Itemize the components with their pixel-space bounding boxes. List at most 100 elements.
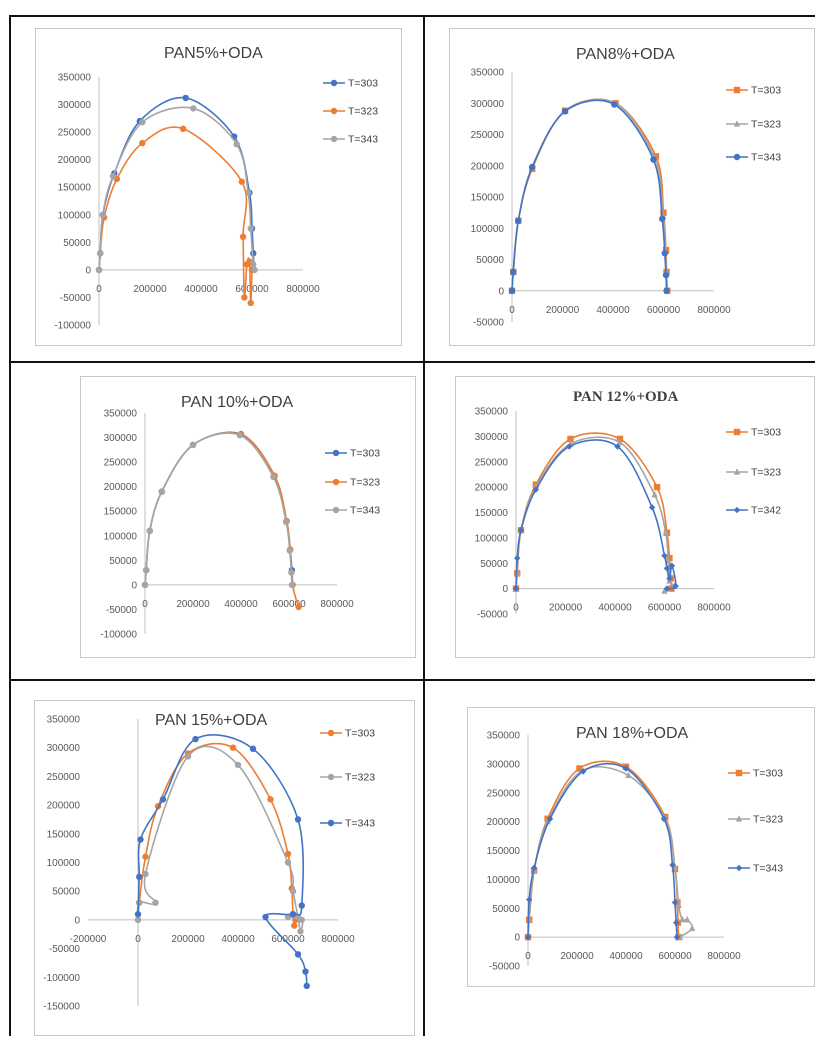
data-point: [662, 271, 670, 279]
data-point: [611, 101, 618, 108]
data-point: [267, 796, 274, 803]
chart-title: PAN 10%+ODA: [181, 394, 294, 411]
data-point: [659, 215, 666, 223]
x-tick-label: 400000: [609, 951, 643, 962]
data-point: [109, 173, 117, 180]
y-tick-label: 250000: [475, 457, 509, 468]
data-point: [249, 745, 257, 753]
data-point: [247, 225, 254, 232]
data-point: [648, 504, 656, 511]
y-tick-label: 250000: [58, 128, 92, 139]
data-point: [288, 569, 295, 576]
legend-label: T=303: [345, 728, 375, 740]
data-point: [136, 873, 143, 881]
data-point: [524, 933, 532, 941]
chart-panel-pan10: PAN 10%+ODA 350000 300000 250000 200000 1500…: [80, 376, 416, 658]
legend-label: T=343: [753, 863, 783, 875]
y-tick-label: -100000: [54, 321, 91, 332]
data-point: [294, 816, 302, 823]
data-point: [97, 250, 104, 257]
data-point: [182, 94, 189, 102]
x-tick-label: 200000: [171, 934, 205, 945]
series-line: [137, 742, 297, 927]
data-point: [625, 771, 632, 779]
y-tick-label: 50000: [109, 556, 137, 567]
chart-svg: 350000 300000 250000 200000 150000 100000 5000…: [487, 731, 784, 973]
data-point: [663, 585, 671, 592]
grid-line: [423, 15, 425, 1036]
y-tick-label: 0: [74, 915, 80, 926]
data-point: [244, 189, 252, 196]
legend-label: T=323: [751, 119, 781, 131]
y-tick-label: 200000: [487, 817, 521, 828]
y-tick-label: 300000: [58, 100, 92, 111]
y-tick-label: 200000: [471, 161, 505, 172]
grid-line: [9, 15, 11, 1036]
y-tick-label: -100000: [100, 630, 137, 641]
legend-label: T=303: [751, 427, 781, 439]
data-point: [152, 899, 159, 906]
data-point: [229, 744, 237, 751]
data-point: [669, 861, 676, 869]
data-point: [236, 431, 243, 439]
data-point: [733, 120, 741, 127]
data-point: [250, 261, 257, 268]
y-tick-label: 200000: [58, 155, 92, 166]
data-point: [282, 518, 290, 526]
data-point: [284, 850, 292, 858]
data-point: [671, 899, 679, 906]
y-tick-label: 100000: [475, 533, 509, 544]
chart-title: PAN 15%+ODA: [155, 712, 268, 729]
x-tick-label: 400000: [221, 934, 255, 945]
x-tick-label: 200000: [560, 951, 594, 962]
y-tick-label: 300000: [47, 743, 81, 754]
data-point: [733, 428, 741, 436]
y-tick-label: 0: [85, 265, 91, 276]
y-tick-label: -50000: [60, 293, 92, 304]
data-point: [650, 156, 657, 163]
x-tick-label: 0: [96, 284, 102, 295]
x-tick-label: 400000: [598, 603, 632, 614]
y-tick-label: 100000: [487, 875, 521, 886]
data-point: [510, 268, 517, 276]
x-tick-label: 800000: [707, 951, 741, 962]
data-point: [189, 441, 197, 449]
x-tick-label: 800000: [697, 305, 731, 316]
y-tick-label: 50000: [52, 887, 80, 898]
series-line: [511, 98, 669, 291]
x-tick-label: 600000: [272, 599, 306, 610]
y-tick-label: 50000: [476, 255, 504, 266]
data-point: [234, 761, 242, 769]
chart-svg: 350000 300000 250000 200000 150000 100000 5000…: [54, 73, 378, 332]
data-point: [651, 490, 658, 498]
x-tick-label: 400000: [184, 284, 218, 295]
legend-label: T=343: [751, 152, 781, 164]
data-point: [303, 982, 310, 990]
chart-svg: 350000 300000 250000 200000 150000 100000 5000…: [100, 409, 380, 641]
data-point: [239, 233, 247, 241]
data-point: [247, 299, 254, 307]
data-point: [663, 287, 670, 294]
data-point: [661, 250, 668, 257]
data-point: [673, 933, 681, 941]
y-tick-label: 0: [502, 584, 508, 595]
grid-line: [9, 679, 815, 681]
y-tick-label: 200000: [475, 483, 509, 494]
data-point: [661, 552, 668, 559]
chart-panel-pan15: PAN 15%+ODA 350000 300000 250000 200000 1500…: [34, 700, 415, 1036]
x-tick-label: 0: [135, 934, 141, 945]
series-line: [511, 99, 668, 291]
data-point: [139, 139, 146, 147]
y-tick-label: 150000: [471, 193, 505, 204]
chart-panel-pan12: PAN 12%+ODA 350000 300000 250000 200000 1500…: [455, 376, 815, 658]
chart-svg: 350000 300000 250000 200000 150000 100000 5000…: [471, 68, 782, 329]
y-tick-label: 250000: [104, 458, 138, 469]
grid-line: [9, 15, 815, 17]
data-point: [134, 916, 142, 924]
data-point: [661, 587, 668, 594]
data-point: [327, 729, 335, 737]
data-point: [302, 968, 309, 975]
data-point: [99, 211, 107, 218]
series-line: [511, 98, 668, 291]
